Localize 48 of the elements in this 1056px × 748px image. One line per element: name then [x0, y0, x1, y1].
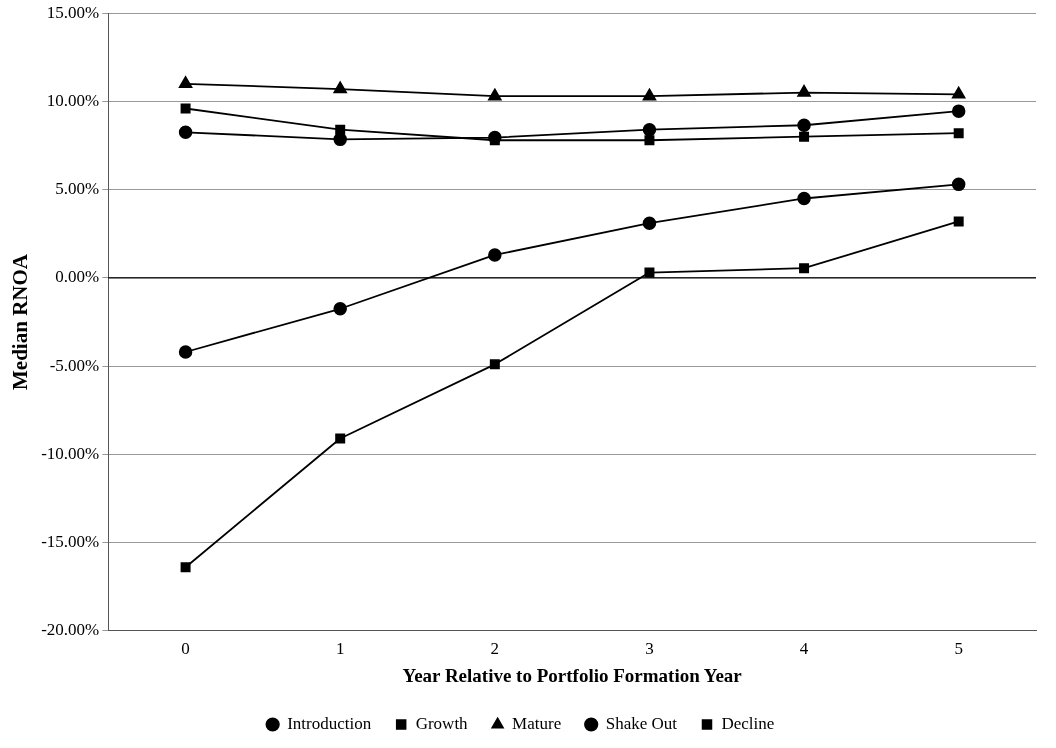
x-tick-label: 5	[954, 639, 963, 659]
point	[642, 216, 657, 230]
point	[335, 433, 346, 444]
point	[642, 88, 657, 101]
point	[797, 84, 811, 97]
point	[178, 125, 193, 140]
point	[644, 267, 655, 278]
x-axis-title: Year Relative to Portfolio Formation Year	[402, 664, 743, 686]
x-tick-label: 2	[490, 639, 500, 659]
y-tick-label: 10.00%	[46, 90, 100, 110]
point	[642, 122, 657, 137]
y-tick-label: 15.00%	[46, 2, 100, 22]
y-tick-label: -5.00%	[49, 355, 100, 375]
x-tick-label: 1	[335, 639, 345, 659]
point	[333, 302, 347, 316]
point	[953, 128, 964, 139]
legend-label: Growth	[415, 713, 469, 733]
x-tick-label: 0	[181, 639, 190, 659]
point	[797, 118, 811, 132]
point	[797, 191, 811, 206]
point	[180, 562, 191, 573]
point	[799, 131, 810, 142]
point	[951, 177, 966, 192]
legend-label: Introduction	[287, 713, 372, 733]
legend-label: Decline	[721, 713, 775, 733]
y-tick-label: 0.00%	[55, 267, 100, 287]
point	[180, 103, 191, 114]
y-tick-label: -15.00%	[41, 532, 100, 552]
y-tick-label: -10.00%	[41, 443, 100, 463]
x-tick-label: 3	[645, 639, 654, 659]
legend-label: Mature	[512, 713, 562, 733]
point	[953, 216, 964, 227]
y-tick-label: 5.00%	[55, 179, 100, 199]
point	[489, 359, 500, 370]
y-axis-title: Median RNOA	[8, 253, 33, 390]
x-tick-label: 4	[799, 639, 809, 659]
point	[951, 104, 966, 118]
legend-label: Shake Out	[605, 713, 678, 733]
y-tick-label: -20.00%	[41, 620, 100, 640]
point	[644, 135, 655, 146]
point	[951, 86, 966, 99]
point	[488, 88, 502, 101]
point	[178, 76, 193, 89]
point	[178, 345, 193, 359]
point	[488, 248, 502, 262]
point	[333, 81, 348, 94]
point	[799, 263, 810, 274]
point	[335, 124, 346, 135]
